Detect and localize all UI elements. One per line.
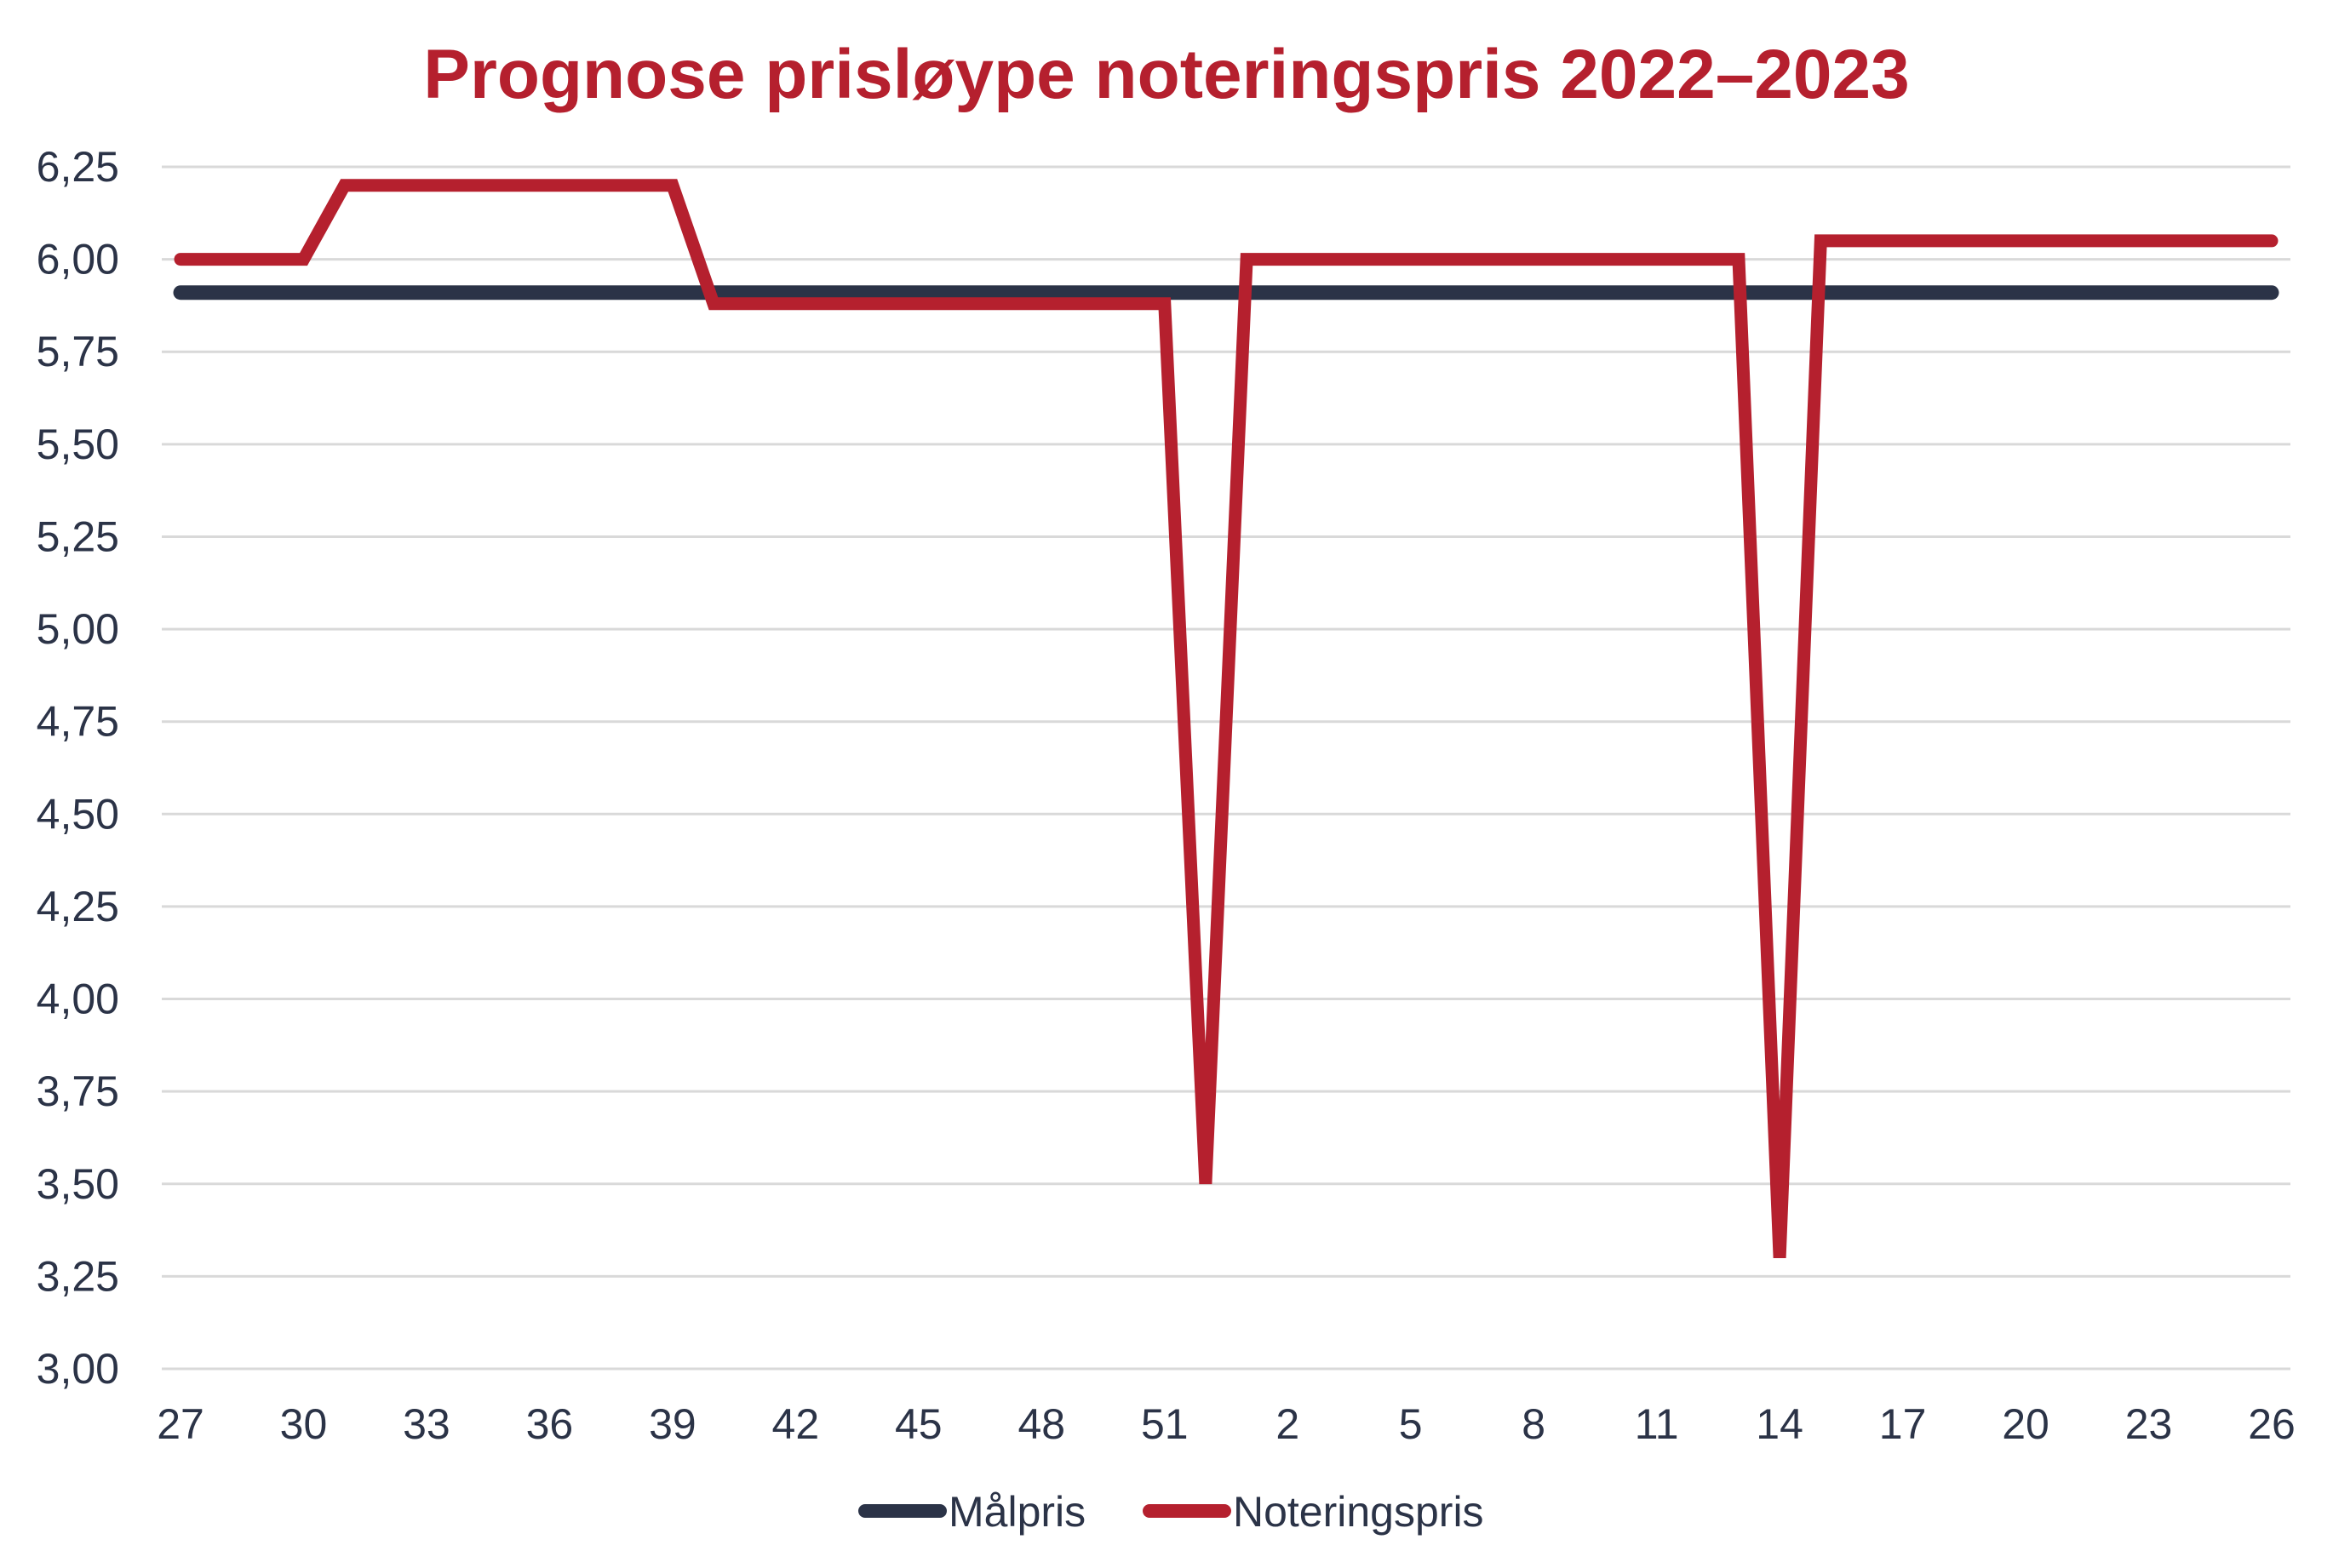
y-tick-label: 4,00 — [37, 976, 119, 1023]
x-tick-label: 23 — [2125, 1400, 2173, 1448]
x-tick-label: 39 — [649, 1400, 696, 1448]
y-tick-label: 4,75 — [37, 698, 119, 746]
y-tick-label: 5,50 — [37, 421, 119, 468]
x-tick-label: 27 — [157, 1400, 204, 1448]
x-tick-label: 14 — [1756, 1400, 1803, 1448]
y-tick-label: 3,25 — [37, 1252, 119, 1300]
legend-label: Målpris — [949, 1488, 1086, 1536]
series-lines — [173, 179, 2279, 1259]
y-tick-label: 5,75 — [37, 328, 119, 375]
x-tick-label: 5 — [1399, 1400, 1423, 1448]
x-tick-label: 33 — [403, 1400, 450, 1448]
y-tick-label: 5,25 — [37, 512, 119, 560]
x-tick-label: 36 — [526, 1400, 574, 1448]
x-tick-label: 30 — [280, 1400, 328, 1448]
chart-title: Prognose prisløype noteringspris 2022–20… — [423, 36, 1909, 113]
y-tick-label: 3,75 — [37, 1067, 119, 1115]
y-tick-label: 3,50 — [37, 1160, 119, 1208]
y-axis-tick-labels: 3,00 3,25 3,50 3,75 4,00 4,25 4,50 4,75 5,00 5,25… — [37, 143, 119, 1393]
x-tick-label: 17 — [1879, 1400, 1927, 1448]
y-tick-label: 4,50 — [37, 790, 119, 838]
legend: Målpris Noteringspris — [858, 1488, 1484, 1536]
y-tick-label: 4,25 — [37, 883, 119, 930]
y-tick-label: 6,25 — [37, 143, 119, 191]
y-tick-label: 5,00 — [37, 605, 119, 653]
x-tick-label: 42 — [772, 1400, 820, 1448]
y-tick-label: 6,00 — [37, 236, 119, 283]
x-tick-label: 2 — [1275, 1400, 1299, 1448]
x-tick-label: 48 — [1017, 1400, 1065, 1448]
legend-label: Noteringspris — [1233, 1488, 1484, 1536]
x-tick-label: 11 — [1635, 1400, 1679, 1448]
x-tick-label: 45 — [895, 1400, 943, 1448]
x-tick-label: 8 — [1522, 1400, 1545, 1448]
gridlines — [162, 165, 2290, 1371]
y-tick-label: 3,00 — [37, 1345, 119, 1393]
x-axis-tick-labels: 27 30 33 36 39 42 45 48 51 2 5 8 11 14 17 20 23 26 — [157, 1400, 2296, 1448]
x-tick-label: 26 — [2248, 1400, 2296, 1448]
x-tick-label: 20 — [2002, 1400, 2049, 1448]
series-line-noteringspris — [174, 179, 2279, 1259]
x-tick-label: 51 — [1141, 1400, 1189, 1448]
